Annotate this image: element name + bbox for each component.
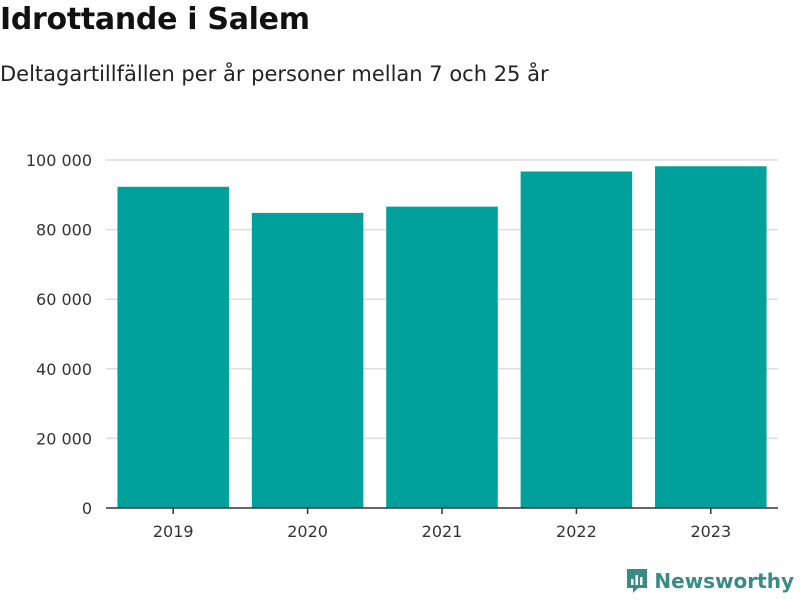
bar-chart: 0 20 000 40 000 60 000 80 000 100 000 2019 2020…: [0, 0, 800, 600]
bar-2021: [386, 207, 498, 508]
bars: [117, 166, 766, 508]
brand-name: Newsworthy: [654, 569, 794, 593]
y-tick-label: 40 000: [36, 360, 92, 379]
bar-2019: [117, 187, 229, 508]
bar-2022: [521, 171, 633, 508]
y-tick-label: 60 000: [36, 290, 92, 309]
x-tick-label: 2022: [556, 522, 597, 541]
x-tick-label: 2020: [287, 522, 328, 541]
y-tick-label: 80 000: [36, 221, 92, 240]
x-tick-label: 2019: [153, 522, 194, 541]
x-tick-label: 2023: [690, 522, 731, 541]
bar-2020: [252, 213, 364, 508]
bar-2023: [655, 166, 767, 508]
newsworthy-logo-icon: [626, 568, 648, 594]
newsworthy-logo: Newsworthy: [626, 568, 794, 594]
y-tick-label: 20 000: [36, 429, 92, 448]
y-tick-label: 0: [82, 499, 92, 518]
y-tick-label: 100 000: [26, 151, 92, 170]
x-tick-label: 2021: [422, 522, 463, 541]
